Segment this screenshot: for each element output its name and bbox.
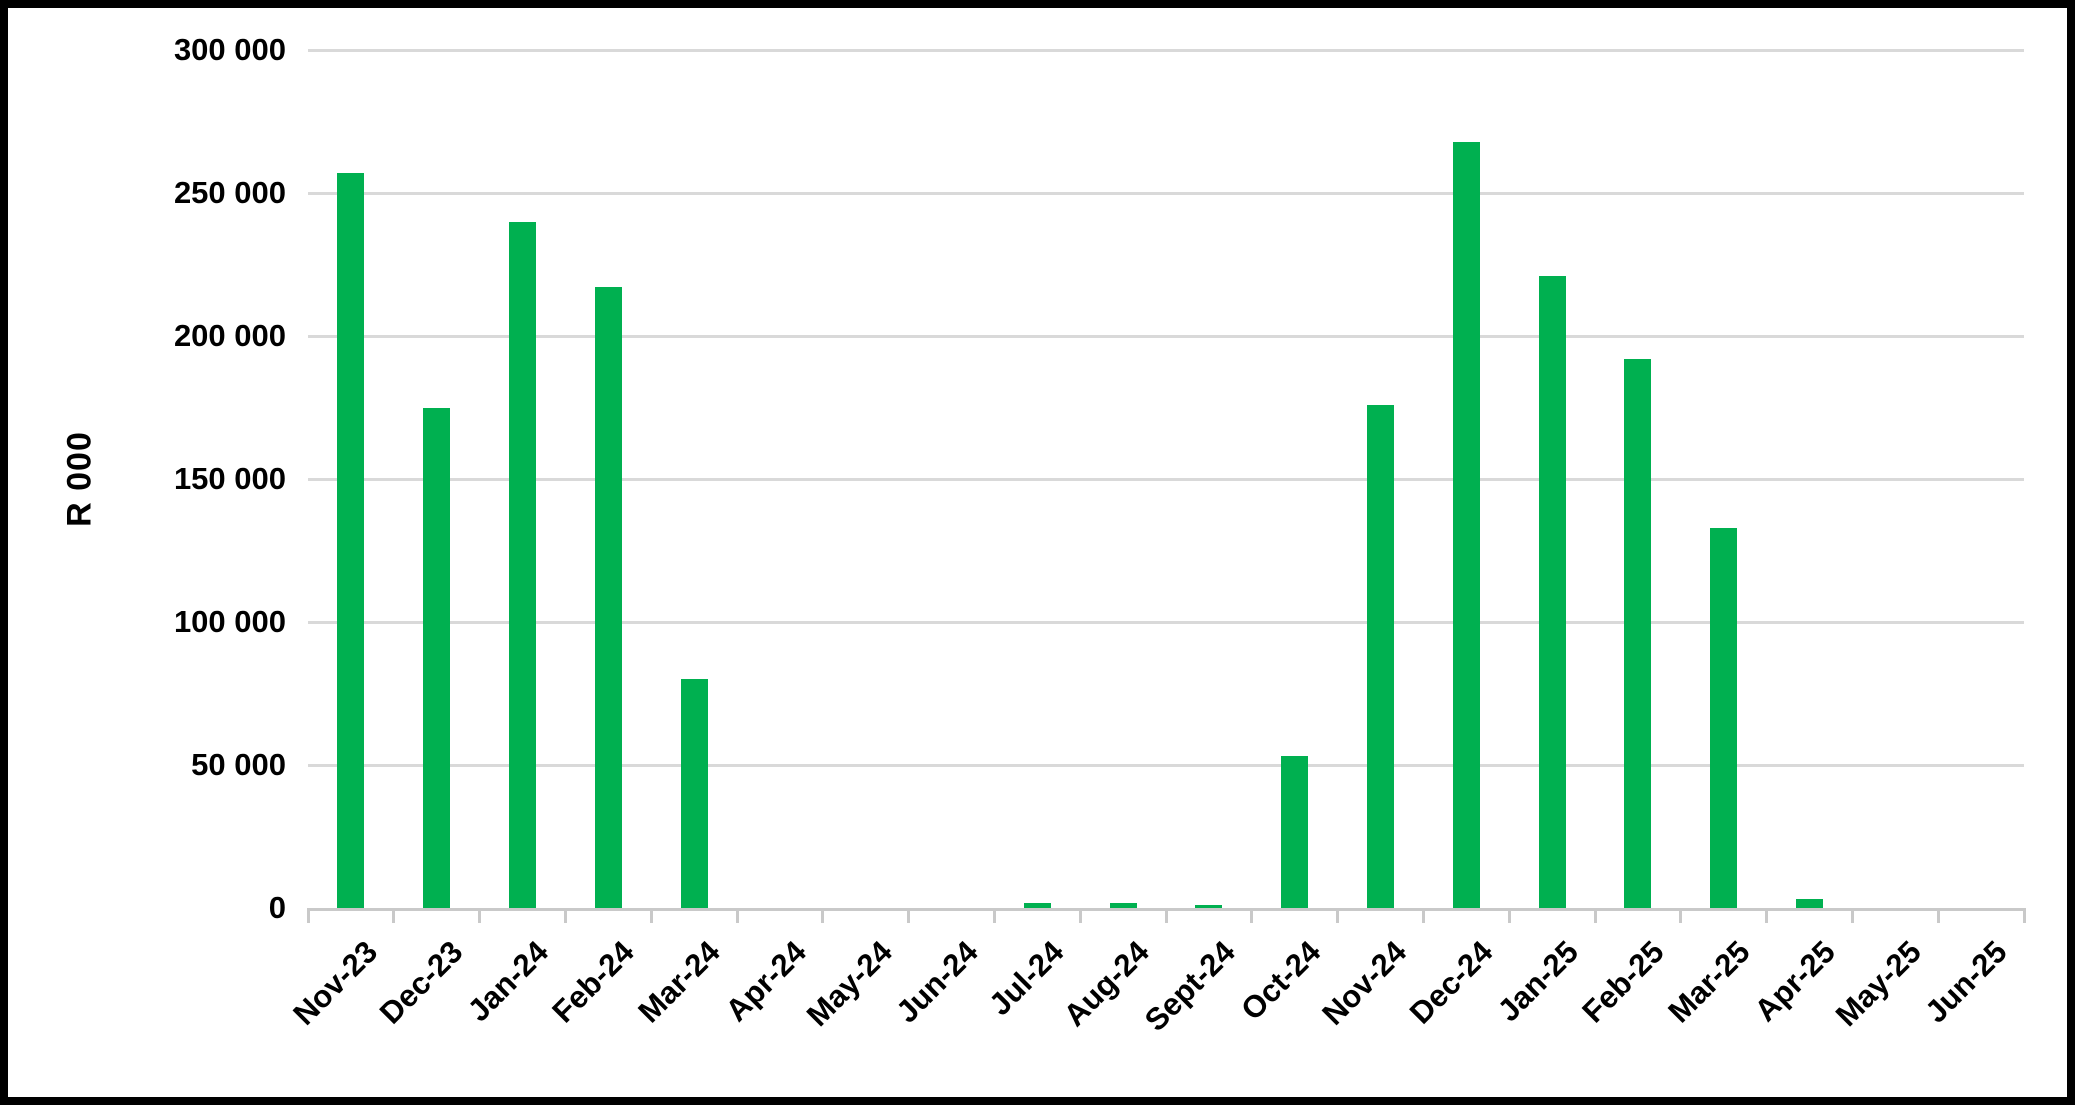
x-axis-tick-mark [1250,908,1254,923]
y-axis-tick-label: 150 000 [173,461,286,496]
bar [594,287,622,908]
x-axis-tick-mark [1936,908,1940,923]
x-axis-tick-label: Aug-24 [1056,934,1156,1034]
x-axis-tick-label: Mar-24 [631,934,727,1030]
x-axis-tick-mark [1507,908,1511,923]
x-axis-tick-mark [907,908,911,923]
bar [1796,899,1823,908]
x-axis-tick-mark [392,908,396,923]
y-axis-tick-label: 200 000 [173,318,286,353]
x-axis-tick-label: Nov-24 [1315,934,1414,1032]
x-axis-tick-label: Feb-25 [1575,934,1671,1030]
bar [337,172,365,908]
x-axis-tick-label: May-25 [1828,934,1929,1034]
x-axis-tick-label: Nov-23 [285,934,384,1032]
x-axis-tick-mark [1336,908,1340,923]
y-axis-tick-label: 100 000 [173,604,286,639]
gridline [308,334,2024,338]
x-axis-tick-mark [821,908,825,923]
bar [1367,404,1394,908]
x-axis-tick-mark [478,908,482,923]
y-axis-tick-label: 50 000 [191,747,286,782]
gridline [308,191,2024,195]
bar [1710,527,1738,908]
gridline [308,763,2024,767]
x-axis-tick-mark [735,908,739,923]
x-axis-tick-mark [1593,908,1597,923]
x-axis-tick-label: Apr-24 [718,934,813,1029]
bar [680,679,708,908]
y-axis-tick-label: 300 000 [173,32,286,67]
x-axis-tick-label: Feb-24 [545,934,642,1030]
x-axis-tick-mark [2022,908,2026,923]
x-axis-tick-mark [1164,908,1168,923]
x-axis-tick-mark [1679,908,1683,923]
x-axis-tick-label: Jun-24 [888,934,985,1030]
x-axis-tick-mark [563,908,567,923]
x-axis-tick-mark [1850,908,1854,923]
gridline [308,620,2024,624]
x-axis-tick-label: Jun-25 [1918,934,2014,1030]
x-axis-tick-label: Dec-23 [372,934,470,1031]
x-axis-tick-label: Mar-25 [1661,934,1757,1030]
x-axis-tick-label: Jan-24 [461,934,556,1029]
x-axis-tick-mark [992,908,996,923]
x-axis-tick-mark [1765,908,1769,923]
gridline [308,477,2024,481]
bar [1195,904,1223,908]
bar [1281,756,1309,908]
y-axis-tick-label: 0 [268,890,286,925]
x-axis-tick-mark [649,908,653,923]
bar [423,407,451,908]
bar [1624,358,1652,908]
x-axis-tick-mark [1421,908,1425,923]
x-axis-tick-label: May-24 [799,934,899,1034]
x-axis-tick-mark [306,908,310,923]
bar [1109,903,1137,908]
x-axis-tick-label: Dec-24 [1402,934,1500,1031]
x-axis-tick-label: Sept-24 [1137,934,1242,1038]
x-axis-tick-label: Apr-25 [1748,934,1843,1029]
y-axis-tick-label: 250 000 [173,175,286,210]
bar [1023,903,1051,908]
bar [1538,275,1566,908]
bar [509,221,536,908]
x-axis-tick-label: Jan-25 [1490,934,1585,1029]
x-axis-tick-mark [1078,908,1082,923]
x-axis-tick-label: Oct-24 [1234,934,1328,1027]
bar [1452,141,1480,908]
gridline [308,48,2024,52]
